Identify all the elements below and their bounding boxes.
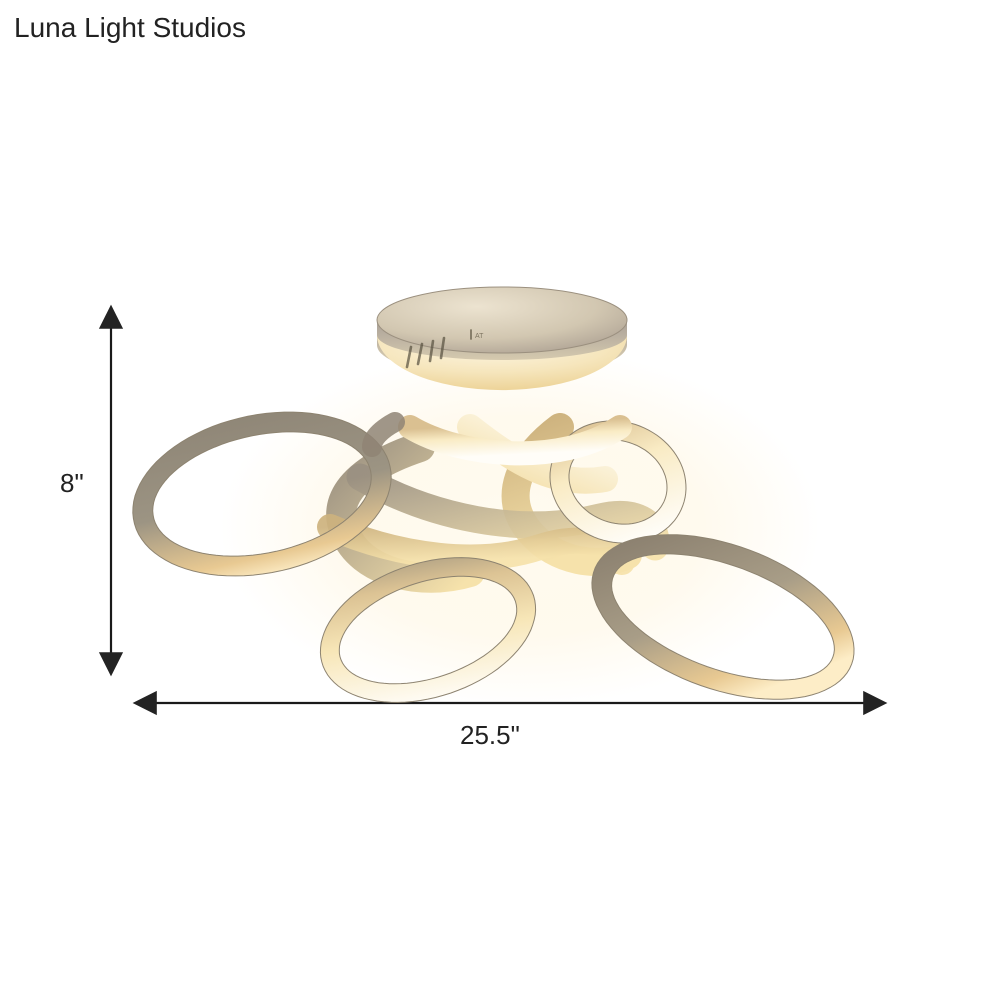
svg-text:AT: AT bbox=[475, 333, 484, 340]
